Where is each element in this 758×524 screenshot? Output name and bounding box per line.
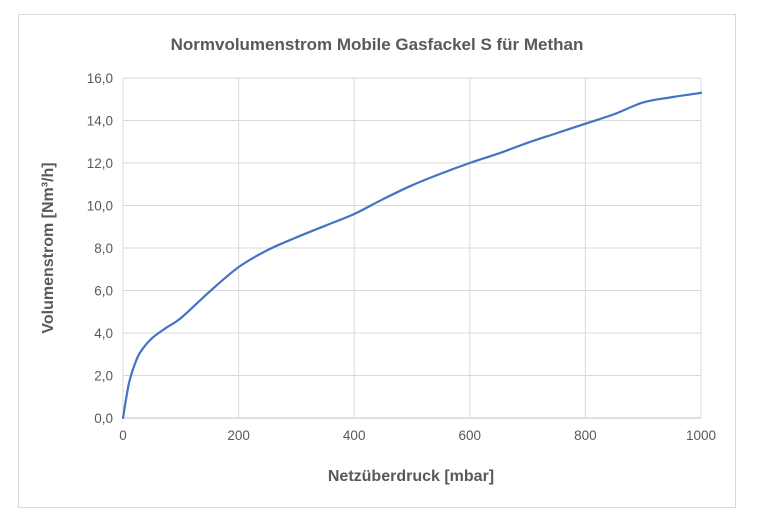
y-tick-label: 4,0 (94, 326, 113, 341)
y-axis-title: Volumenstrom [Nm³/h] (40, 162, 57, 333)
tick-labels: 0,0 2,0 4,0 6,0 8,0 10,0 12,0 14,0 16,0 0 200 400 60… (87, 71, 716, 443)
y-tick-label: 2,0 (94, 369, 113, 384)
y-tick-label: 12,0 (87, 156, 113, 171)
x-tick-label: 600 (459, 428, 482, 443)
chart-frame: Normvolumenstrom Mobile Gasfackel S für … (18, 14, 736, 508)
x-tick-label: 400 (343, 428, 366, 443)
chart-title: Normvolumenstrom Mobile Gasfackel S für … (171, 35, 584, 54)
x-axis-title: Netzüberdruck [mbar] (328, 468, 494, 485)
grid-lines (122, 77, 702, 419)
y-tick-label: 8,0 (94, 241, 113, 256)
line-chart: Normvolumenstrom Mobile Gasfackel S für … (40, 35, 716, 485)
y-tick-label: 0,0 (94, 411, 113, 426)
series-layer (121, 91, 703, 420)
x-tick-label: 800 (574, 428, 597, 443)
x-tick-label: 0 (119, 428, 127, 443)
y-tick-label: 6,0 (94, 284, 113, 299)
y-tick-label: 14,0 (87, 114, 113, 129)
x-tick-label: 1000 (686, 428, 716, 443)
series-line (121, 91, 703, 420)
y-tick-label: 16,0 (87, 71, 113, 86)
x-tick-label: 200 (227, 428, 250, 443)
y-tick-label: 10,0 (87, 199, 113, 214)
